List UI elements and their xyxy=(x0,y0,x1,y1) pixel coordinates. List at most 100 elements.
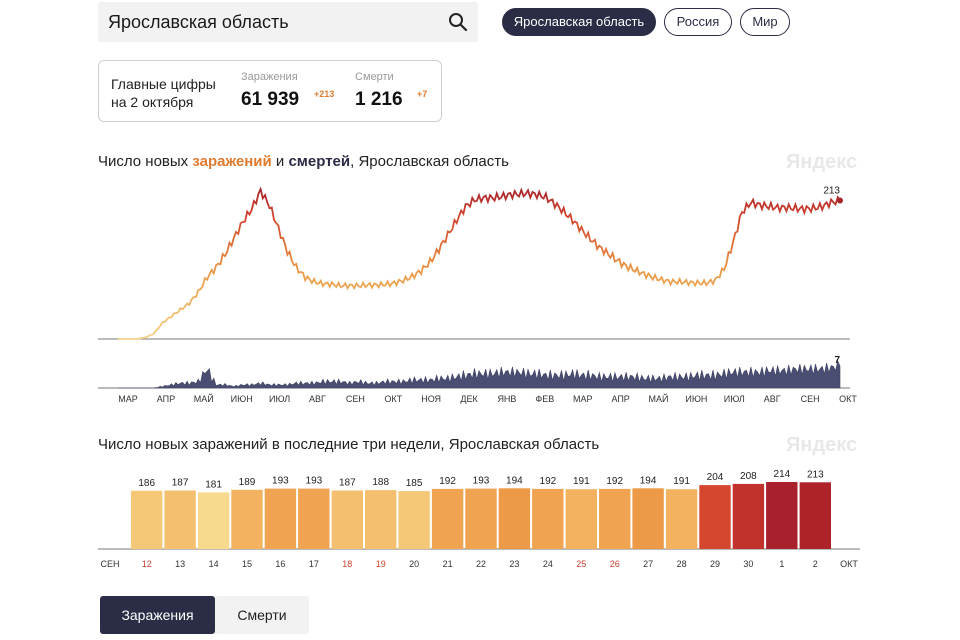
bar[interactable] xyxy=(231,489,263,549)
deaths-last-label: 7 xyxy=(834,355,840,366)
bar-value-label: 204 xyxy=(707,472,724,483)
bar-value-label: 213 xyxy=(807,469,824,480)
bar-value-label: 194 xyxy=(640,475,657,486)
tab-cases[interactable]: Заражения xyxy=(100,596,215,634)
month-tick-label: АПР xyxy=(157,394,175,404)
bar-value-label: 186 xyxy=(138,478,155,489)
bar[interactable] xyxy=(532,488,564,549)
month-start-label: СЕН xyxy=(100,559,119,569)
month-tick-label: ИЮН xyxy=(685,394,707,404)
yandex-logo-2: Яндекс xyxy=(786,434,858,456)
bar[interactable] xyxy=(264,488,297,549)
day-tick-label: 30 xyxy=(743,559,753,569)
chart1-title-deaths: смертей xyxy=(288,153,351,170)
month-end-label: ОКТ xyxy=(840,559,858,569)
day-tick-label: 29 xyxy=(710,559,720,569)
bar-value-label: 181 xyxy=(205,479,222,490)
chart1-title: Число новых заражений и смертей, Ярослав… xyxy=(98,153,509,170)
day-tick-label: 27 xyxy=(643,559,653,569)
yandex-logo: Яндекс xyxy=(786,151,858,173)
month-tick-label: ИЮЛ xyxy=(269,394,290,404)
day-tick-label: 25 xyxy=(576,559,586,569)
day-tick-label: 17 xyxy=(309,559,319,569)
bar-value-label: 189 xyxy=(239,477,256,488)
summary-card: Главные цифры на 2 октября Заражения 61 … xyxy=(98,60,442,122)
bar[interactable] xyxy=(665,489,698,549)
deaths-value: 1 216 xyxy=(355,89,403,110)
bar[interactable] xyxy=(398,491,430,549)
bar-value-label: 193 xyxy=(306,476,323,487)
bar[interactable] xyxy=(131,490,163,549)
bar[interactable] xyxy=(164,490,196,550)
bar[interactable] xyxy=(197,492,230,549)
month-tick-label: МАЙ xyxy=(194,393,214,404)
day-tick-label: 22 xyxy=(476,559,486,569)
bar-value-label: 208 xyxy=(740,471,757,482)
day-tick-label: 18 xyxy=(342,559,352,569)
bar[interactable] xyxy=(331,490,363,550)
month-tick-label: АВГ xyxy=(309,394,326,404)
region-button-world[interactable]: Мир xyxy=(740,8,790,36)
bar[interactable] xyxy=(465,488,497,549)
day-tick-label: 2 xyxy=(813,559,818,569)
day-tick-label: 21 xyxy=(443,559,453,569)
chart1-title-part5: , Ярославская область xyxy=(350,153,509,170)
bar-value-label: 194 xyxy=(506,475,523,486)
bar[interactable] xyxy=(732,483,765,549)
month-tick-label: АПР xyxy=(611,394,629,404)
day-tick-label: 28 xyxy=(677,559,687,569)
bar[interactable] xyxy=(799,482,831,549)
three-weeks-bar-chart: 1861218713181141891519316193171871818819… xyxy=(98,469,860,569)
month-tick-label: ЯНВ xyxy=(497,394,516,404)
month-tick-label: ИЮЛ xyxy=(724,394,745,404)
day-tick-label: 14 xyxy=(209,559,219,569)
cases-value: 61 939 xyxy=(241,89,300,110)
day-tick-label: 12 xyxy=(142,559,152,569)
search-box[interactable] xyxy=(98,2,478,42)
bar-value-label: 191 xyxy=(573,476,590,487)
bar[interactable] xyxy=(365,490,397,549)
cases-caption: Заражения xyxy=(241,71,298,83)
chart1-title-part1: Число новых xyxy=(98,153,193,170)
day-tick-label: 13 xyxy=(175,559,185,569)
deaths-caption: Смерти xyxy=(355,71,394,83)
bar-value-label: 192 xyxy=(540,476,557,487)
deaths-delta: +7 xyxy=(417,89,428,99)
region-button-russia[interactable]: Россия xyxy=(664,8,732,36)
search-icon[interactable] xyxy=(448,12,468,32)
bar-value-label: 193 xyxy=(473,476,490,487)
deaths-area xyxy=(118,360,841,389)
summary-label-line2: на 2 октября xyxy=(111,94,194,110)
bar-value-label: 187 xyxy=(339,478,356,489)
chart1-title-cases: заражений xyxy=(192,153,272,170)
cases-last-point xyxy=(837,197,843,204)
cases-deaths-chart: 213 7 МАР АПР МАЙ ИЮН ИЮЛ АВГ СЕН ОКТ НОЯ ДЕК ЯНВ Ф… xyxy=(98,186,857,404)
bar-value-label: 191 xyxy=(673,476,690,487)
bar-value-label: 185 xyxy=(406,478,423,489)
chart2-title: Число новых заражений в последние три не… xyxy=(98,436,600,453)
bar[interactable] xyxy=(766,482,798,549)
bar[interactable] xyxy=(298,488,330,549)
bar-value-label: 192 xyxy=(606,476,623,487)
month-tick-label: МАР xyxy=(118,394,138,404)
bar[interactable] xyxy=(431,488,464,549)
bar-value-label: 193 xyxy=(272,476,289,487)
bar-value-label: 214 xyxy=(774,469,791,480)
day-tick-label: 15 xyxy=(242,559,252,569)
bar[interactable] xyxy=(632,488,664,549)
summary-label-line1: Главные цифры xyxy=(111,76,216,92)
month-tick-label: МАР xyxy=(573,394,593,404)
bar[interactable] xyxy=(699,485,731,549)
search-input[interactable] xyxy=(108,10,438,34)
tab-deaths[interactable]: Смерти xyxy=(215,596,309,634)
bar-value-label: 187 xyxy=(172,478,189,489)
month-tick-label: АВГ xyxy=(764,394,781,404)
bar[interactable] xyxy=(498,488,531,549)
cases-last-label: 213 xyxy=(823,186,840,197)
day-tick-label: 26 xyxy=(610,559,620,569)
month-tick-label: ДЕК xyxy=(460,394,478,404)
bar[interactable] xyxy=(565,489,597,549)
region-button-yaroslavl[interactable]: Ярославская область xyxy=(502,8,656,36)
cases-delta: +213 xyxy=(314,89,335,99)
bar[interactable] xyxy=(599,488,631,549)
